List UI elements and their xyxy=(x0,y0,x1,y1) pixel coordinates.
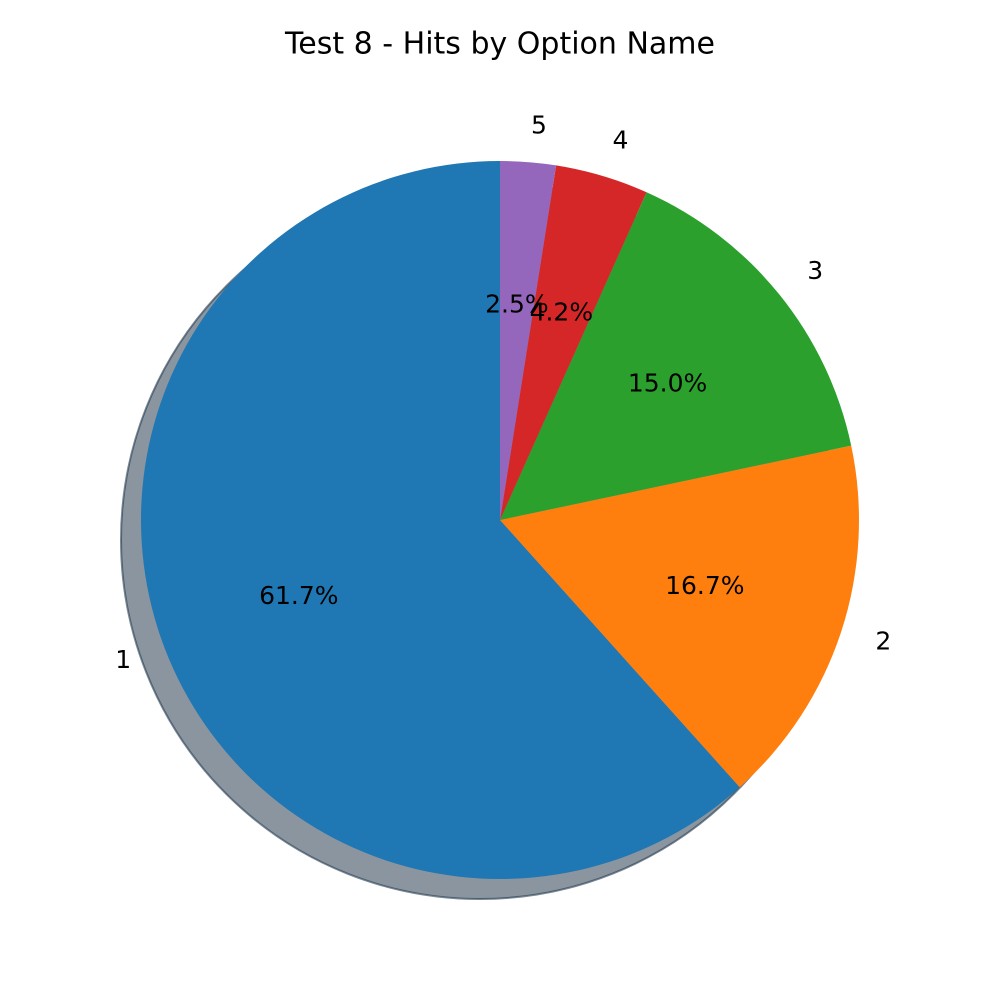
pie-slice xyxy=(500,192,852,521)
slice-label: 4 xyxy=(612,125,628,154)
value-label: 2.5% xyxy=(485,289,549,318)
value-label: 61.7% xyxy=(259,581,338,610)
value-label: 4.2% xyxy=(530,298,594,327)
slice-label: 1 xyxy=(115,645,131,674)
slice-label: 3 xyxy=(807,256,823,285)
pie-slice xyxy=(140,161,740,879)
pie-slice xyxy=(500,161,557,520)
chart-title: Test 8 - Hits by Option Name xyxy=(284,27,715,62)
slice-label: 5 xyxy=(531,110,547,139)
pie-slice xyxy=(500,445,859,788)
value-label: 15.0% xyxy=(628,369,707,398)
value-label: 16.7% xyxy=(665,571,744,600)
pie-slice xyxy=(500,165,647,520)
slice-label: 2 xyxy=(875,627,891,656)
